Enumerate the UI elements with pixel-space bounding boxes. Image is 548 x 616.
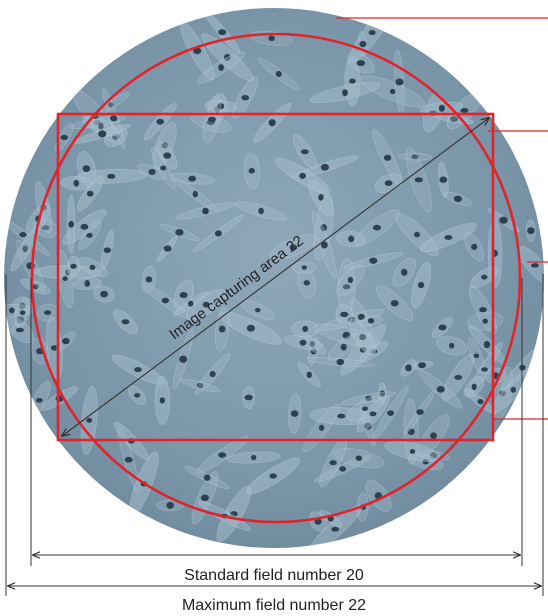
maximum-field-label: Maximum field number 22 — [182, 597, 366, 614]
leader-lines — [336, 17, 548, 420]
standard-field-dimension — [30, 278, 523, 566]
diagonal-dimension-arrow — [62, 118, 489, 436]
standard-field-circle — [30, 32, 522, 524]
maximum-field-dimension — [5, 274, 544, 596]
standard-field-label: Standard field number 20 — [184, 567, 364, 584]
micrograph-image — [4, 8, 544, 548]
image-capturing-rectangle — [56, 112, 495, 442]
